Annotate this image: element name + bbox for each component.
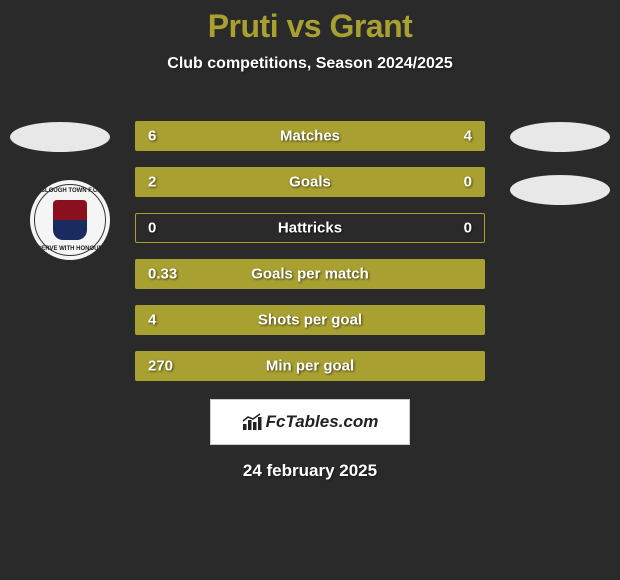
stat-fill-left <box>136 352 484 380</box>
stats-area: 6Matches4 2Goals0 0Hattricks0 0.33Goals per… <box>135 121 485 381</box>
stat-label: Hattricks <box>136 220 484 237</box>
stat-row: 2Goals0 <box>135 167 485 197</box>
stat-fill-left <box>136 122 345 150</box>
stat-fill-right <box>397 168 484 196</box>
crest-top-text: SLOUGH TOWN F.C. <box>41 188 99 194</box>
date-text: 24 february 2025 <box>243 461 377 481</box>
stat-value-left: 0 <box>148 220 156 237</box>
stat-fill-right <box>345 122 484 150</box>
infographic-container: Pruti vs Grant Club competitions, Season… <box>0 0 620 580</box>
stat-row: 6Matches4 <box>135 121 485 151</box>
brand-text: FcTables.com <box>266 412 379 432</box>
crest-bottom-text: SERVE WITH HONOUR <box>37 246 103 252</box>
page-title: Pruti vs Grant <box>208 8 413 45</box>
brand-box: FcTables.com <box>210 399 410 445</box>
stat-fill-left <box>136 168 397 196</box>
stat-fill-left <box>136 260 484 288</box>
stat-value-right: 0 <box>464 220 472 237</box>
team-crest-placeholder-left <box>10 122 110 152</box>
team-crest-left: SLOUGH TOWN F.C. SERVE WITH HONOUR <box>30 180 110 260</box>
subtitle: Club competitions, Season 2024/2025 <box>167 55 452 73</box>
stat-fill-left <box>136 306 484 334</box>
stat-row: 0.33Goals per match <box>135 259 485 289</box>
team-crest-placeholder-right-1 <box>510 122 610 152</box>
brand-chart-icon <box>242 413 262 431</box>
team-crest-placeholder-right-2 <box>510 175 610 205</box>
stat-row: 270Min per goal <box>135 351 485 381</box>
stat-row: 0Hattricks0 <box>135 213 485 243</box>
stat-row: 4Shots per goal <box>135 305 485 335</box>
